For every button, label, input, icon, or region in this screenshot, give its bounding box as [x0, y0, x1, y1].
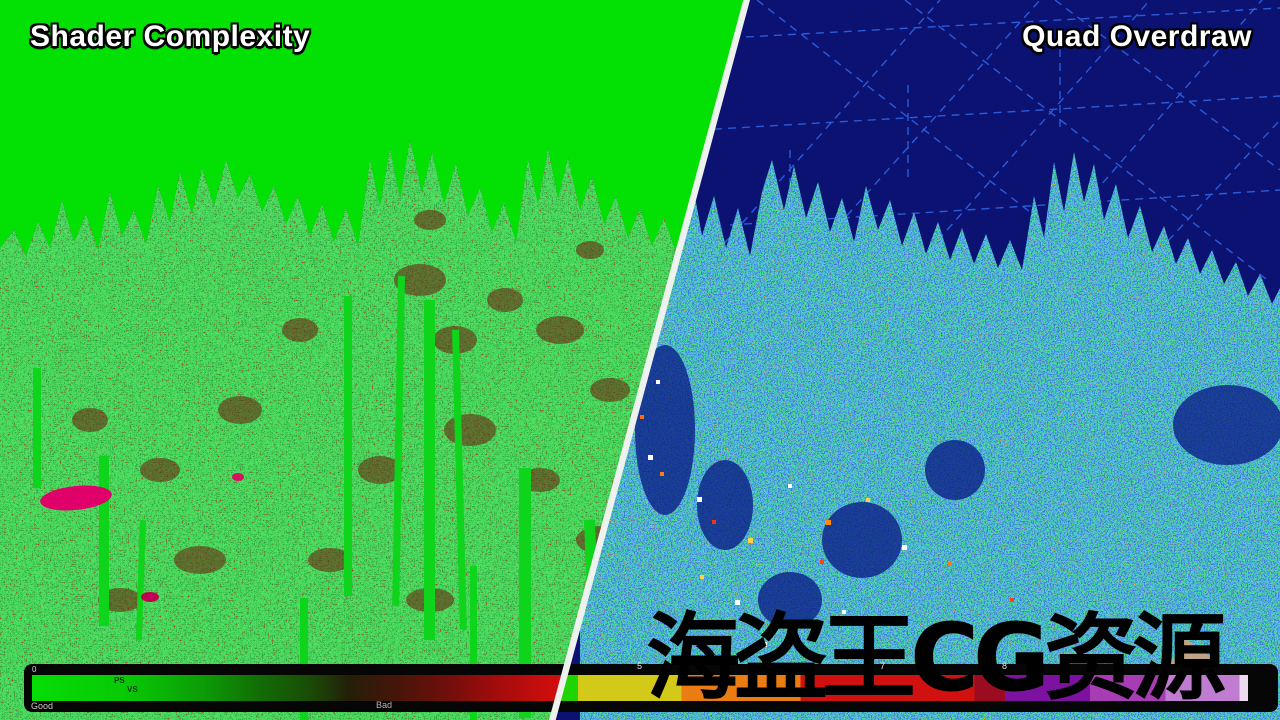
overdraw-tick-7: 7: [880, 661, 886, 671]
view-label-quad-overdraw: Quad Overdraw: [1022, 20, 1252, 53]
legend-vs-label: VS: [127, 685, 138, 694]
legend-ps-label: PS: [114, 676, 125, 685]
view-label-shader-complexity: Shader Complexity: [30, 20, 311, 53]
overdraw-tick-8: 8: [1002, 661, 1008, 671]
overdraw-tick-5: 5: [637, 661, 643, 671]
legend-bad-label: Bad: [376, 700, 393, 710]
overdraw-tick-6: 6: [759, 661, 765, 671]
legend-good-label: Good: [31, 701, 54, 711]
watermark-text: 海盗王CG资源: [646, 604, 1226, 713]
pink-hotspot: [40, 473, 244, 602]
legend-zero-label: 0: [32, 665, 37, 674]
